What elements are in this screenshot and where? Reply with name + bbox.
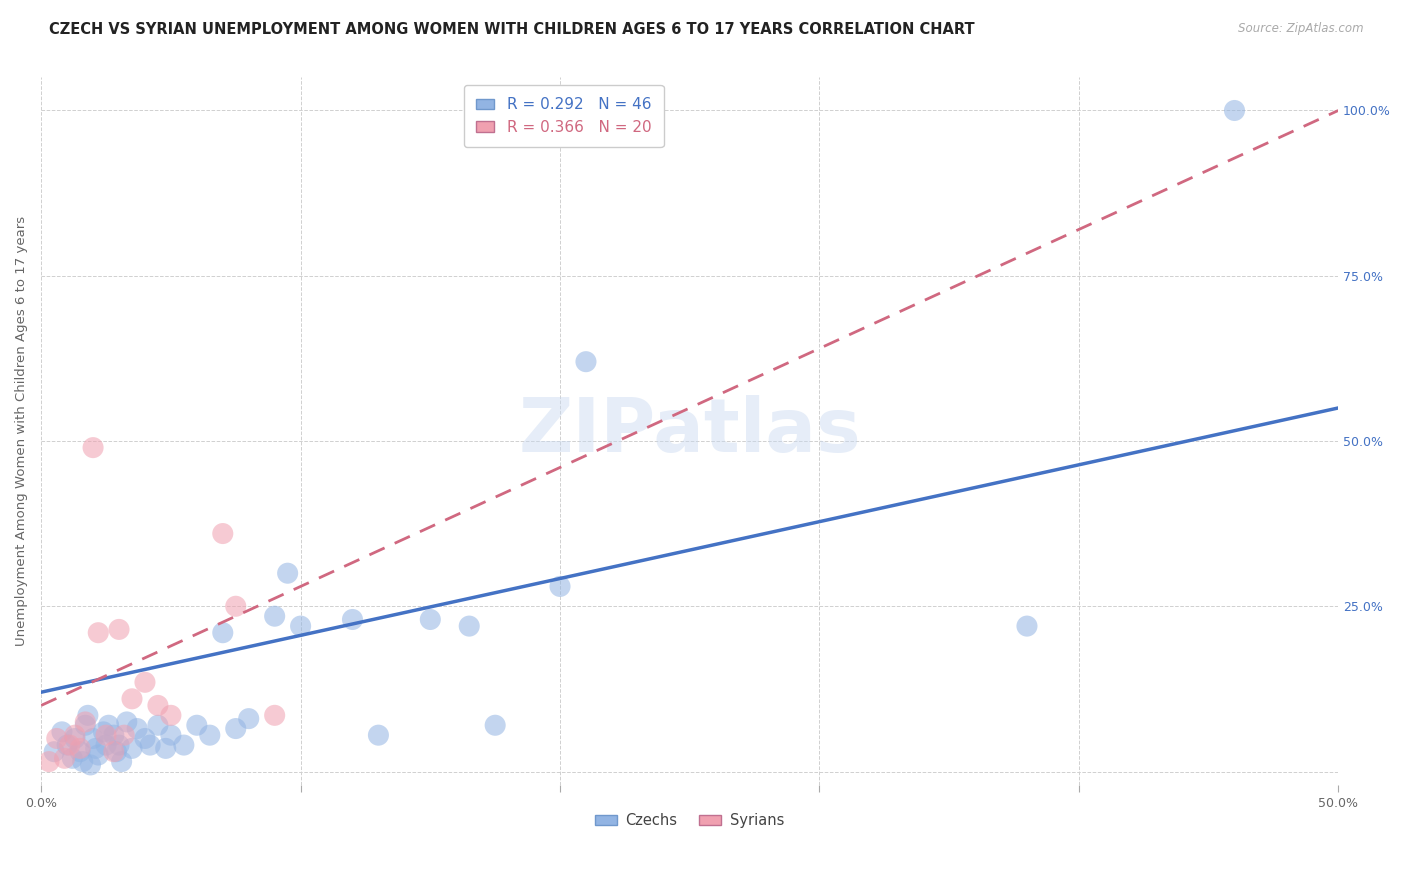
Point — [139, 738, 162, 752]
Point — [44, 745, 66, 759]
Point — [115, 714, 138, 729]
Point — [155, 741, 177, 756]
Point — [238, 712, 260, 726]
Point — [82, 441, 104, 455]
Point — [127, 722, 149, 736]
Point — [108, 738, 131, 752]
Point — [263, 708, 285, 723]
Point — [211, 625, 233, 640]
Point — [94, 738, 117, 752]
Point — [160, 728, 183, 742]
Point — [419, 612, 441, 626]
Point — [211, 526, 233, 541]
Point — [97, 718, 120, 732]
Point — [121, 691, 143, 706]
Point — [51, 724, 73, 739]
Text: Source: ZipAtlas.com: Source: ZipAtlas.com — [1239, 22, 1364, 36]
Point — [75, 714, 97, 729]
Point — [63, 731, 86, 746]
Point — [198, 728, 221, 742]
Point — [458, 619, 481, 633]
Point — [342, 612, 364, 626]
Point — [484, 718, 506, 732]
Point — [134, 675, 156, 690]
Point — [60, 751, 83, 765]
Point — [1223, 103, 1246, 118]
Point — [105, 745, 128, 759]
Point — [263, 609, 285, 624]
Point — [69, 741, 91, 756]
Point — [82, 731, 104, 746]
Point — [93, 724, 115, 739]
Point — [103, 745, 125, 759]
Point — [75, 718, 97, 732]
Point — [108, 623, 131, 637]
Point — [112, 728, 135, 742]
Point — [110, 755, 132, 769]
Point — [56, 738, 79, 752]
Point — [186, 718, 208, 732]
Point — [72, 755, 94, 769]
Text: ZIPatlas: ZIPatlas — [519, 394, 860, 467]
Point — [84, 741, 107, 756]
Point — [79, 758, 101, 772]
Y-axis label: Unemployment Among Women with Children Ages 6 to 17 years: Unemployment Among Women with Children A… — [15, 216, 28, 646]
Point — [575, 354, 598, 368]
Point — [146, 718, 169, 732]
Legend: Czechs, Syrians: Czechs, Syrians — [589, 807, 790, 834]
Point — [173, 738, 195, 752]
Point — [63, 728, 86, 742]
Point — [134, 731, 156, 746]
Point — [277, 566, 299, 581]
Point — [45, 731, 67, 746]
Point — [1015, 619, 1038, 633]
Point — [160, 708, 183, 723]
Point — [53, 751, 76, 765]
Point — [290, 619, 312, 633]
Point — [103, 728, 125, 742]
Point — [87, 747, 110, 762]
Text: CZECH VS SYRIAN UNEMPLOYMENT AMONG WOMEN WITH CHILDREN AGES 6 TO 17 YEARS CORREL: CZECH VS SYRIAN UNEMPLOYMENT AMONG WOMEN… — [49, 22, 974, 37]
Point — [548, 579, 571, 593]
Point — [225, 599, 247, 614]
Point — [69, 745, 91, 759]
Point — [121, 741, 143, 756]
Point — [87, 625, 110, 640]
Point — [146, 698, 169, 713]
Point — [38, 755, 60, 769]
Point — [59, 738, 82, 752]
Point — [94, 728, 117, 742]
Point — [77, 708, 100, 723]
Point — [367, 728, 389, 742]
Point — [225, 722, 247, 736]
